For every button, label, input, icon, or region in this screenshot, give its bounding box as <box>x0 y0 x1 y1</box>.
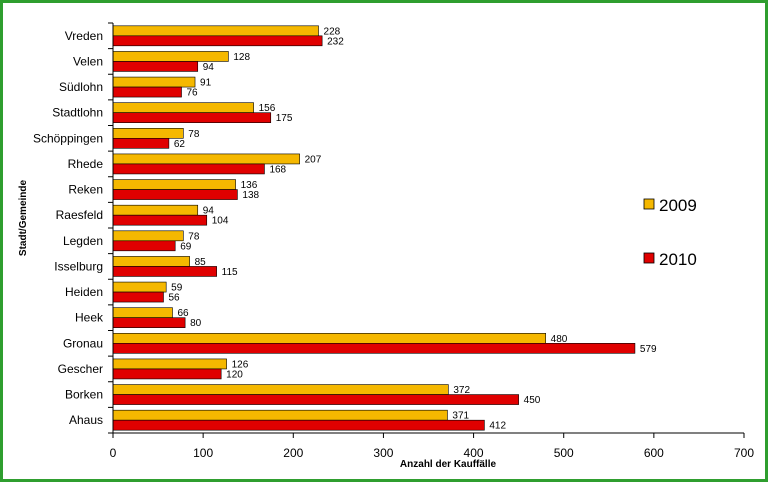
value-label: 126 <box>232 359 249 370</box>
value-label: 115 <box>222 267 238 278</box>
category-label: Stadtlohn <box>52 106 103 120</box>
bar-2010 <box>112 394 519 405</box>
bar-2009 <box>112 409 448 421</box>
category-label: Velen <box>73 54 103 68</box>
category-label: Schöppingen <box>33 131 103 145</box>
value-label: 85 <box>195 257 207 268</box>
bar-2010 <box>112 266 217 277</box>
value-label: 480 <box>551 334 568 345</box>
bar-2009 <box>112 230 184 242</box>
bar-2010 <box>112 291 164 303</box>
value-label: 94 <box>203 62 215 73</box>
bar-2009 <box>112 281 167 293</box>
value-label: 156 <box>259 103 276 114</box>
value-label: 78 <box>188 129 200 140</box>
category-label: Rhede <box>68 157 104 171</box>
value-label: 56 <box>168 293 180 304</box>
category-label: Borken <box>65 388 103 402</box>
bar-2010 <box>112 138 170 149</box>
bar-2009 <box>112 256 190 267</box>
bar-2010 <box>112 419 485 431</box>
bar-2010 <box>112 86 182 98</box>
bar-2010 <box>112 317 186 328</box>
x-tick-label: 0 <box>110 446 117 460</box>
value-label: 207 <box>305 154 322 165</box>
value-label: 120 <box>226 369 243 380</box>
legend-label-2010: 2010 <box>659 250 697 269</box>
bar-2009 <box>112 384 449 395</box>
x-axis-title: Anzahl der Kauffälle <box>400 459 497 470</box>
bar-2009 <box>112 333 546 344</box>
category-label: Raesfeld <box>56 208 103 222</box>
bar-2010 <box>112 240 176 252</box>
value-label: 228 <box>324 26 341 37</box>
bar-2010 <box>112 189 238 200</box>
value-label: 168 <box>269 164 286 175</box>
x-tick-label: 600 <box>644 446 664 460</box>
bar-2010 <box>112 163 265 175</box>
bar-2010 <box>112 343 636 354</box>
value-label: 62 <box>174 139 186 150</box>
category-label: Heiden <box>65 285 103 299</box>
bar-2009 <box>112 51 229 62</box>
value-label: 138 <box>242 190 259 201</box>
value-label: 372 <box>453 385 470 396</box>
category-label: Reken <box>68 183 103 197</box>
value-label: 579 <box>640 344 657 355</box>
value-label: 80 <box>190 318 202 329</box>
bars-group: 2282321289491761561757862207168136138941… <box>112 25 657 432</box>
bar-2010 <box>112 112 272 123</box>
legend-swatch-2009 <box>643 198 655 210</box>
bar-2009 <box>112 25 319 37</box>
category-label: Isselburg <box>54 259 103 273</box>
category-label: Gescher <box>58 362 103 376</box>
bar-2010 <box>112 368 222 380</box>
bar-2009 <box>112 102 254 113</box>
bar-2009 <box>112 307 173 318</box>
axes-group: 0 100 200 300 400 500 600 700 Vreden Velen Südlohn… <box>33 22 754 460</box>
value-label: 232 <box>327 36 344 47</box>
x-tick-label: 200 <box>283 446 303 460</box>
value-label: 91 <box>200 78 212 89</box>
value-label: 94 <box>203 206 215 217</box>
value-label: 69 <box>180 241 192 252</box>
value-label: 78 <box>188 231 200 242</box>
bar-2009 <box>112 128 184 139</box>
bar-2009 <box>112 204 199 216</box>
value-label: 128 <box>233 52 250 63</box>
category-label: Ahaus <box>69 413 103 427</box>
bar-chart: 2282321289491761561757862207168136138941… <box>18 22 754 470</box>
x-tick-label: 300 <box>373 446 393 460</box>
value-label: 104 <box>212 216 229 227</box>
legend: 2009 2010 <box>643 196 697 269</box>
y-axis-title: Stadt/Gemeinde <box>18 180 29 257</box>
bar-2010 <box>112 214 208 226</box>
value-label: 371 <box>452 411 469 422</box>
bar-2009 <box>112 358 227 370</box>
bar-2010 <box>112 35 323 47</box>
value-label: 450 <box>524 395 541 406</box>
category-label: Südlohn <box>59 80 103 94</box>
category-label: Gronau <box>63 336 103 350</box>
value-label: 76 <box>187 88 199 99</box>
bar-2010 <box>112 61 199 72</box>
x-tick-label: 700 <box>734 446 754 460</box>
x-tick-label: 400 <box>464 446 484 460</box>
value-label: 412 <box>489 421 506 432</box>
x-tick-label: 500 <box>554 446 574 460</box>
value-label: 66 <box>177 308 189 319</box>
category-label: Vreden <box>65 29 103 43</box>
x-tick-label: 100 <box>193 446 213 460</box>
legend-label-2009: 2009 <box>659 196 697 215</box>
bar-2009 <box>112 179 236 190</box>
value-label: 136 <box>241 180 258 191</box>
category-label: Heek <box>75 311 104 325</box>
bar-2009 <box>112 153 300 165</box>
value-label: 175 <box>276 113 293 124</box>
bar-2009 <box>112 76 196 88</box>
category-label: Legden <box>63 234 103 248</box>
value-label: 59 <box>171 283 183 294</box>
legend-swatch-2010 <box>643 252 655 264</box>
